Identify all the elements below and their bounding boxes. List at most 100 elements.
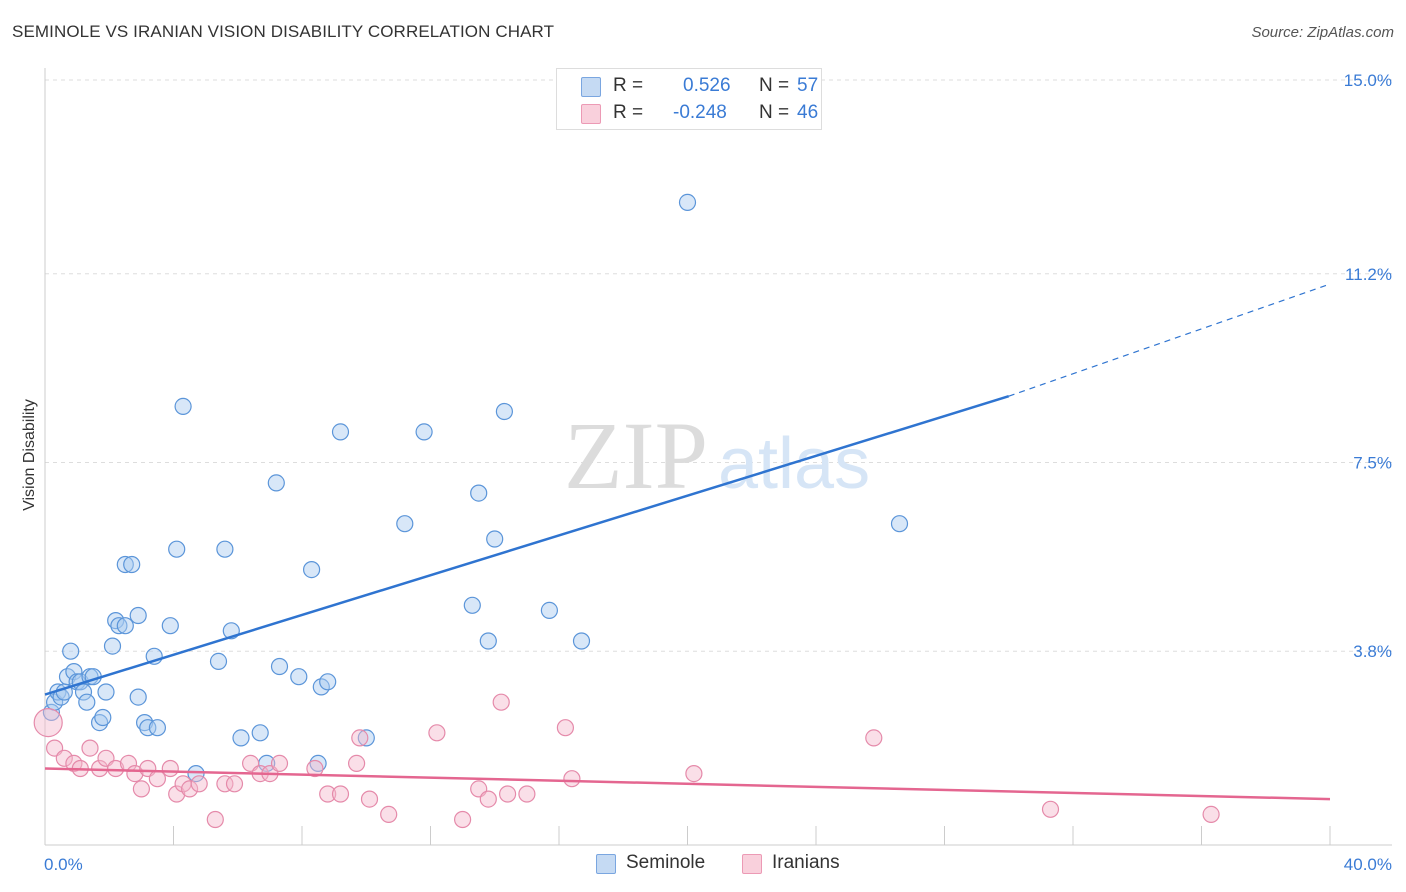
- point-seminole: [251, 724, 269, 742]
- point-seminole: [116, 617, 134, 635]
- point-iranians: [331, 785, 350, 803]
- point-seminole: [209, 652, 228, 671]
- point-iranians: [81, 739, 99, 757]
- point-seminole: [123, 555, 141, 574]
- point-seminole: [161, 617, 179, 635]
- point-iranians: [107, 759, 125, 778]
- point-iranians: [479, 790, 497, 808]
- point-seminole: [148, 719, 166, 737]
- y-tick-label: 3.8%: [1353, 642, 1392, 661]
- point-iranians: [563, 770, 581, 788]
- point-iranians: [181, 780, 199, 798]
- point-seminole: [216, 540, 234, 558]
- point-iranians: [206, 810, 224, 829]
- point-seminole: [572, 632, 591, 650]
- point-seminole: [232, 729, 250, 747]
- point-seminole: [90, 713, 109, 732]
- series-name-seminole: Seminole: [626, 852, 706, 873]
- point-seminole: [357, 729, 375, 747]
- point-seminole: [116, 555, 134, 574]
- trend-extension-seminole: [1008, 283, 1331, 397]
- point-seminole: [470, 484, 488, 502]
- point-seminole: [136, 713, 154, 732]
- point-seminole: [890, 515, 909, 533]
- legend-swatch-seminole: [581, 77, 601, 97]
- point-iranians: [360, 790, 379, 808]
- point-iranians: [1202, 805, 1220, 824]
- point-seminole: [270, 657, 289, 676]
- trend-line-iranians: [44, 767, 1331, 801]
- point-seminole: [303, 560, 321, 579]
- point-seminole: [486, 530, 504, 548]
- point-seminole: [94, 708, 112, 727]
- y-tick-label: 11.2%: [1345, 265, 1392, 284]
- chart-title: SEMINOLE VS IRANIAN VISION DISABILITY CO…: [12, 22, 555, 41]
- legend-r-label: R =: [613, 102, 644, 123]
- watermark-zip: ZIP: [564, 402, 708, 509]
- point-iranians: [454, 810, 472, 829]
- source-label: Source: ZipAtlas.com: [1251, 24, 1394, 41]
- point-seminole: [174, 397, 192, 415]
- point-iranians: [148, 770, 166, 788]
- point-seminole: [187, 764, 205, 783]
- point-seminole: [129, 606, 147, 625]
- point-iranians: [351, 729, 369, 747]
- x-tick-label: 40.0%: [1344, 855, 1392, 874]
- point-seminole: [129, 688, 147, 706]
- scatter-points: [33, 193, 1220, 829]
- point-iranians: [380, 805, 398, 824]
- tick-labels: 3.8% 7.5% 11.2% 15.0% 0.0% 40.0%: [44, 71, 1392, 874]
- point-iranians: [225, 775, 244, 793]
- point-iranians: [216, 775, 234, 793]
- point-iranians: [428, 724, 446, 742]
- legend-n-value: 57: [797, 75, 819, 96]
- y-axis-label: Vision Disability: [21, 399, 38, 511]
- point-seminole: [331, 423, 350, 441]
- series-swatch-seminole: [596, 854, 616, 874]
- point-iranians: [319, 785, 337, 803]
- point-seminole: [65, 662, 83, 681]
- point-seminole: [103, 637, 122, 655]
- point-iranians: [685, 764, 703, 783]
- point-seminole: [415, 423, 433, 441]
- point-seminole: [319, 673, 337, 691]
- point-iranians: [190, 775, 208, 793]
- x-tick-label: 0.0%: [44, 855, 83, 874]
- point-seminole: [139, 719, 157, 737]
- point-iranians: [270, 754, 289, 773]
- point-seminole: [540, 601, 559, 620]
- point-seminole: [74, 683, 93, 701]
- point-seminole: [62, 642, 80, 660]
- point-seminole: [97, 683, 115, 701]
- legend-swatch-iranians: [581, 104, 601, 124]
- series-swatch-iranians: [742, 854, 762, 874]
- point-seminole: [290, 668, 308, 686]
- point-seminole: [78, 693, 96, 711]
- correlation-legend: R = 0.526 N = 57 R = -0.248 N = 46: [556, 68, 822, 130]
- point-seminole: [267, 474, 285, 492]
- point-iranians: [865, 729, 883, 747]
- point-seminole: [495, 402, 513, 421]
- point-seminole: [107, 611, 125, 630]
- point-iranians: [499, 785, 517, 803]
- point-seminole: [168, 540, 186, 558]
- point-iranians: [306, 759, 324, 778]
- point-iranians: [168, 785, 186, 803]
- y-tick-label: 7.5%: [1353, 454, 1392, 473]
- trend-lines: [44, 283, 1331, 801]
- point-iranians: [518, 785, 536, 803]
- legend-n-label: N =: [759, 102, 790, 123]
- legend-n-label: N =: [759, 75, 790, 96]
- point-seminole: [396, 515, 414, 533]
- point-iranians: [492, 693, 510, 711]
- point-iranians: [348, 754, 366, 773]
- watermark-atlas: atlas: [718, 424, 870, 504]
- point-iranians: [1041, 800, 1060, 818]
- axes: [44, 68, 1392, 846]
- point-iranians: [161, 759, 179, 778]
- point-seminole: [479, 632, 497, 650]
- series-name-iranians: Iranians: [772, 852, 840, 873]
- y-tick-label: 15.0%: [1344, 71, 1392, 90]
- legend-r-label: R =: [613, 75, 644, 96]
